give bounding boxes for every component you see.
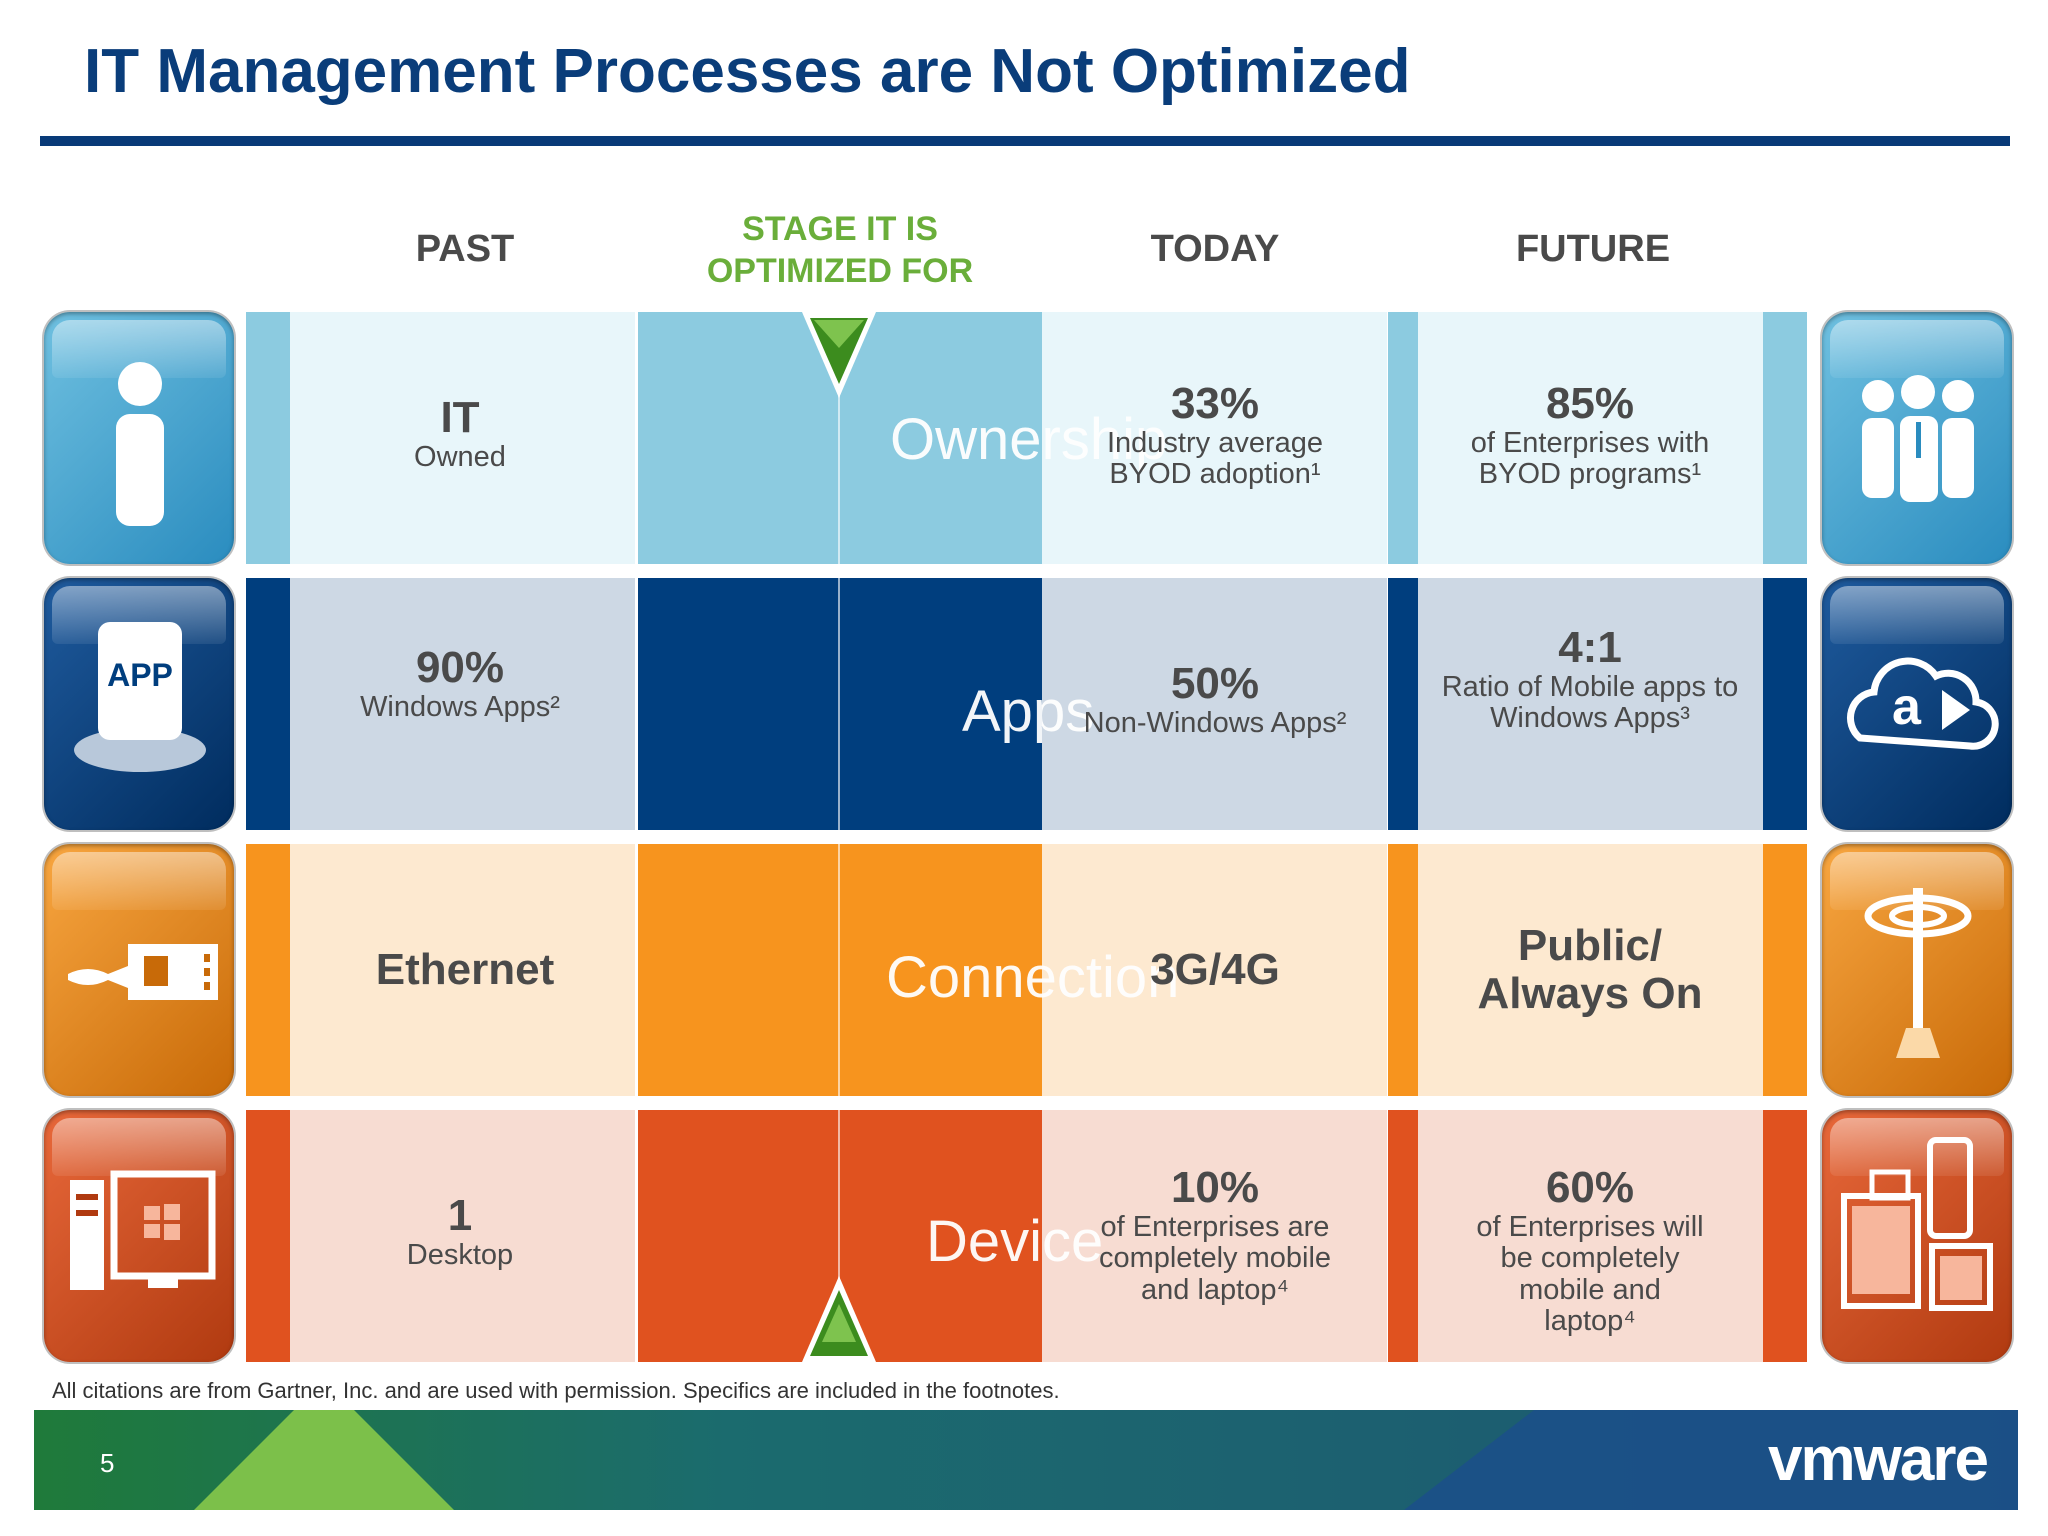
past-value: Ethernet bbox=[375, 945, 555, 994]
row-icon-tile-right bbox=[1822, 844, 2012, 1096]
row-label-apps: Apps bbox=[962, 679, 1095, 744]
today-detail: Industry average BYOD adoption¹ bbox=[1106, 427, 1323, 491]
svg-text:a: a bbox=[1892, 678, 1922, 736]
today-detail: of Enterprises are completely mobile and… bbox=[1098, 1211, 1332, 1306]
mobile-devices-icon bbox=[1841, 1137, 1993, 1311]
stage-divider bbox=[838, 1110, 840, 1362]
column-header-stage-line2: OPTIMIZED FOR bbox=[706, 252, 974, 290]
row-icon-tile-right bbox=[1822, 312, 2012, 564]
today-detail: Non-Windows Apps² bbox=[1083, 707, 1347, 739]
stage-marker-up-icon bbox=[802, 1276, 876, 1362]
future-detail: of Enterprises with BYOD programs¹ bbox=[1470, 427, 1710, 491]
row-label-ownership: Ownership bbox=[890, 407, 1168, 472]
wireless-tower-icon bbox=[1864, 888, 1972, 1058]
citation-footnote: All citations are from Gartner, Inc. and… bbox=[52, 1378, 1060, 1403]
row-icon-tile-left bbox=[44, 844, 234, 1096]
past-detail: Desktop bbox=[406, 1239, 514, 1271]
app-icon-text: APP bbox=[107, 657, 173, 693]
stage-divider bbox=[838, 312, 840, 564]
future-detail: of Enterprises will be completely mobile… bbox=[1476, 1211, 1704, 1337]
row-label-connection: Connection bbox=[886, 945, 1180, 1010]
past-value: 1 bbox=[447, 1191, 473, 1240]
row-icon-tile-left bbox=[44, 1110, 234, 1362]
ethernet-cable-icon bbox=[68, 944, 218, 1000]
footer-banner bbox=[34, 1410, 2018, 1510]
row-icon-tile-left: APP bbox=[44, 578, 234, 830]
column-header-future: FUTURE bbox=[1515, 228, 1671, 270]
title-underline bbox=[40, 136, 2010, 146]
future-value: 60% bbox=[1545, 1163, 1635, 1212]
column-header-stage-line1: STAGE IT IS bbox=[742, 210, 938, 248]
past-value: 90% bbox=[415, 643, 505, 692]
app-icon: APP bbox=[74, 622, 206, 772]
past-detail: Windows Apps² bbox=[360, 691, 560, 723]
stage-divider bbox=[838, 578, 840, 830]
stage-divider bbox=[838, 844, 840, 1096]
column-header-today: TODAY bbox=[1150, 228, 1280, 270]
cloud-app-stores-icon: a bbox=[1847, 657, 1999, 750]
future-detail: Ratio of Mobile apps to Windows Apps³ bbox=[1441, 671, 1739, 735]
desktop-computer-icon bbox=[70, 1170, 216, 1290]
group-with-devices-icon bbox=[1862, 375, 1974, 502]
today-value: 10% bbox=[1170, 1163, 1260, 1212]
column-header-stage: STAGE IT IS OPTIMIZED FOR bbox=[660, 208, 1020, 292]
column-header-past: PAST bbox=[415, 228, 515, 270]
row-icon-tile-left bbox=[44, 312, 234, 564]
future-value: 85% bbox=[1545, 379, 1635, 428]
row-icon-tile-right bbox=[1822, 1110, 2012, 1362]
page-number: 5 bbox=[100, 1448, 115, 1478]
past-value: IT bbox=[440, 393, 480, 442]
stage-marker-down-icon bbox=[802, 312, 876, 398]
person-icon bbox=[116, 362, 164, 526]
today-value: 50% bbox=[1170, 659, 1260, 708]
future-value: Public/ Always On bbox=[1477, 921, 1703, 1018]
vmware-logo: vmware bbox=[1768, 1425, 1989, 1494]
slide-title: IT Management Processes are Not Optimize… bbox=[84, 37, 1411, 106]
today-value: 33% bbox=[1170, 379, 1260, 428]
future-value: 4:1 bbox=[1558, 623, 1622, 672]
past-detail: Owned bbox=[414, 441, 506, 473]
row-label-device: Device bbox=[926, 1209, 1104, 1274]
today-value: 3G/4G bbox=[1150, 945, 1280, 994]
row-icon-tile-right: a bbox=[1822, 578, 2012, 830]
